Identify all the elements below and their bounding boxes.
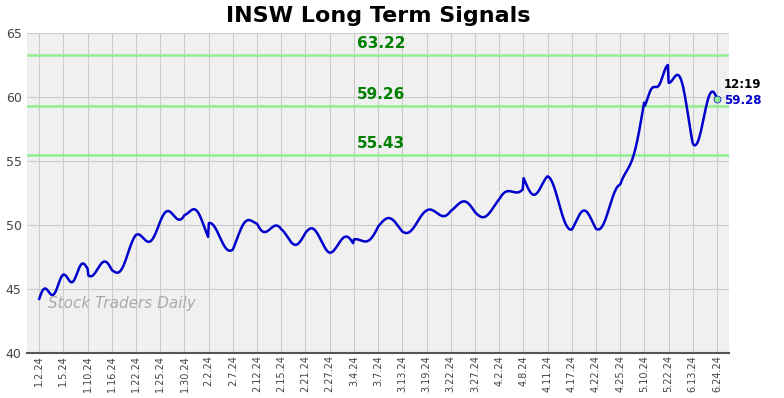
Text: 55.43: 55.43 [357, 136, 405, 150]
Text: 63.22: 63.22 [357, 36, 405, 51]
Text: 59.26: 59.26 [357, 87, 405, 101]
Text: 12:19: 12:19 [724, 78, 761, 91]
Text: 59.28: 59.28 [724, 94, 761, 107]
Text: Stock Traders Daily: Stock Traders Daily [48, 296, 196, 311]
Title: INSW Long Term Signals: INSW Long Term Signals [226, 6, 530, 25]
